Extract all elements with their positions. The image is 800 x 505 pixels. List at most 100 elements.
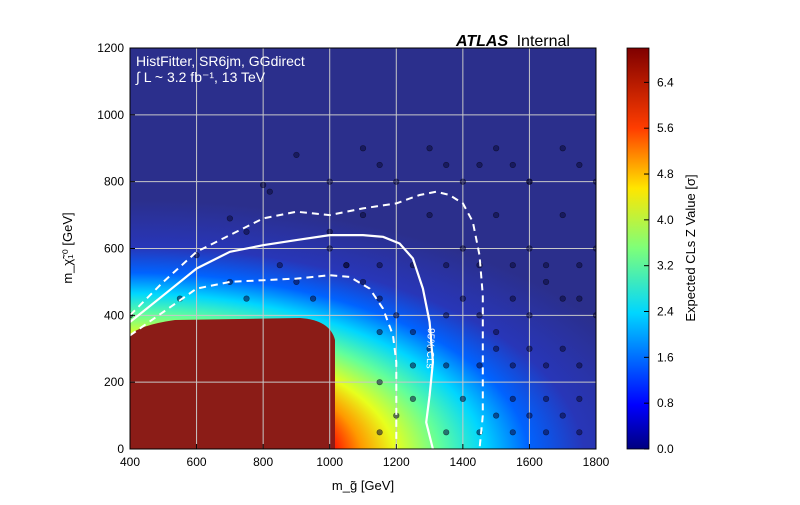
signal-point <box>542 429 550 436</box>
signal-point <box>376 295 383 302</box>
signal-point <box>526 178 533 185</box>
signal-point <box>526 345 533 352</box>
signal-point <box>376 161 383 169</box>
signal-point <box>493 145 500 152</box>
signal-point <box>542 395 550 402</box>
signal-point <box>509 295 516 302</box>
signal-point <box>509 429 516 436</box>
signal-point <box>576 295 583 302</box>
signal-point <box>559 295 566 302</box>
contour-lines <box>130 190 484 449</box>
signal-point <box>293 151 300 159</box>
contour-label: 95% CLs <box>424 328 436 369</box>
signal-point <box>276 262 283 269</box>
colorbar-label: Expected CLs Z Value [σ] <box>683 174 698 321</box>
colorbar-tick-label: 4.8 <box>657 167 674 181</box>
signal-point <box>443 262 450 269</box>
colorbar-tick-label: 1.6 <box>657 350 674 364</box>
y-tick-label: 1200 <box>97 41 124 55</box>
colorbar-ticks: 0.0 0.8 1.6 2.4 3.2 4.0 4.8 5.6 6.4 <box>644 75 674 456</box>
x-tick-label: 1400 <box>450 455 477 469</box>
signal-point <box>493 211 500 219</box>
x-tick-label: 800 <box>253 455 273 469</box>
colorbar-tick-label: 5.6 <box>657 121 674 135</box>
signal-point <box>426 145 433 152</box>
signal-point <box>509 395 516 402</box>
signal-point <box>559 145 566 152</box>
x-axis-ticks: 400 600 800 1000 1200 1400 1600 1800 <box>120 444 610 469</box>
signal-point <box>576 395 583 402</box>
atlas-experiment: ATLAS <box>455 33 508 50</box>
x-tick-label: 1800 <box>583 455 610 469</box>
signal-point <box>376 379 383 386</box>
signal-point <box>559 211 566 219</box>
signal-point <box>359 145 367 152</box>
signal-point <box>509 161 516 169</box>
signal-point <box>459 178 466 185</box>
signal-point <box>542 262 550 269</box>
signal-point <box>542 278 550 286</box>
signal-point <box>459 245 466 252</box>
atlas-status: Internal <box>517 33 570 50</box>
signal-point <box>559 412 566 419</box>
signal-point <box>409 395 417 402</box>
y-tick-label: 800 <box>104 175 124 189</box>
signal-point <box>293 278 300 286</box>
signal-point <box>476 161 483 169</box>
signal-point <box>476 362 483 369</box>
signal-point <box>359 211 367 219</box>
signal-point <box>243 228 250 235</box>
signal-point <box>493 345 500 352</box>
signal-point <box>509 362 516 369</box>
signal-point <box>592 312 596 319</box>
y-tick-label: 1000 <box>97 108 124 122</box>
x-tick-label: 1000 <box>316 455 343 469</box>
signal-point <box>426 211 433 219</box>
signal-point <box>326 228 333 235</box>
contour-dashed-band <box>130 190 484 449</box>
colorbar-tick-label: 4.0 <box>657 213 674 227</box>
signal-point <box>393 178 400 185</box>
signal-point <box>326 178 333 185</box>
signal-point <box>443 362 450 369</box>
grid-lines <box>130 48 596 449</box>
signal-point <box>459 295 466 302</box>
y-tick-label: 0 <box>117 442 124 456</box>
contour-observed-95cls <box>130 234 434 449</box>
signal-point <box>376 429 383 436</box>
signal-point <box>260 181 267 189</box>
annotation-line2: ∫ L ~ 3.2 fb⁻¹, 13 TeV <box>135 69 266 85</box>
colorbar-tick-label: 0.8 <box>657 396 674 410</box>
signal-point <box>443 312 450 319</box>
x-tick-label: 1600 <box>516 455 543 469</box>
signal-point <box>309 295 317 302</box>
y-tick-label: 400 <box>104 308 124 322</box>
signal-point <box>592 178 596 185</box>
signal-point <box>576 161 583 169</box>
signal-point <box>459 395 466 402</box>
colorbar <box>626 47 650 450</box>
signal-point <box>359 278 367 286</box>
x-tick-label: 400 <box>120 455 140 469</box>
x-axis-label: m_g̃ [GeV] <box>332 478 394 493</box>
signal-point <box>526 245 533 252</box>
signal-point <box>443 429 450 436</box>
signal-point <box>509 262 516 269</box>
signal-point <box>526 412 533 419</box>
signal-point <box>493 412 500 419</box>
atlas-label: ATLAS Internal <box>455 33 570 50</box>
signal-point <box>226 215 233 222</box>
signal-point <box>542 362 550 369</box>
signal-point <box>476 312 483 319</box>
colorbar-tick-label: 6.4 <box>657 75 674 89</box>
y-axis-label: m_χ̃₁⁰ [GeV] <box>60 212 75 283</box>
signal-point <box>576 262 583 269</box>
signal-point <box>526 312 533 319</box>
colorbar-tick-label: 3.2 <box>657 259 674 273</box>
signal-point <box>576 429 583 436</box>
y-tick-label: 200 <box>104 375 124 389</box>
signal-point <box>559 345 566 352</box>
x-tick-label: 1200 <box>383 455 410 469</box>
